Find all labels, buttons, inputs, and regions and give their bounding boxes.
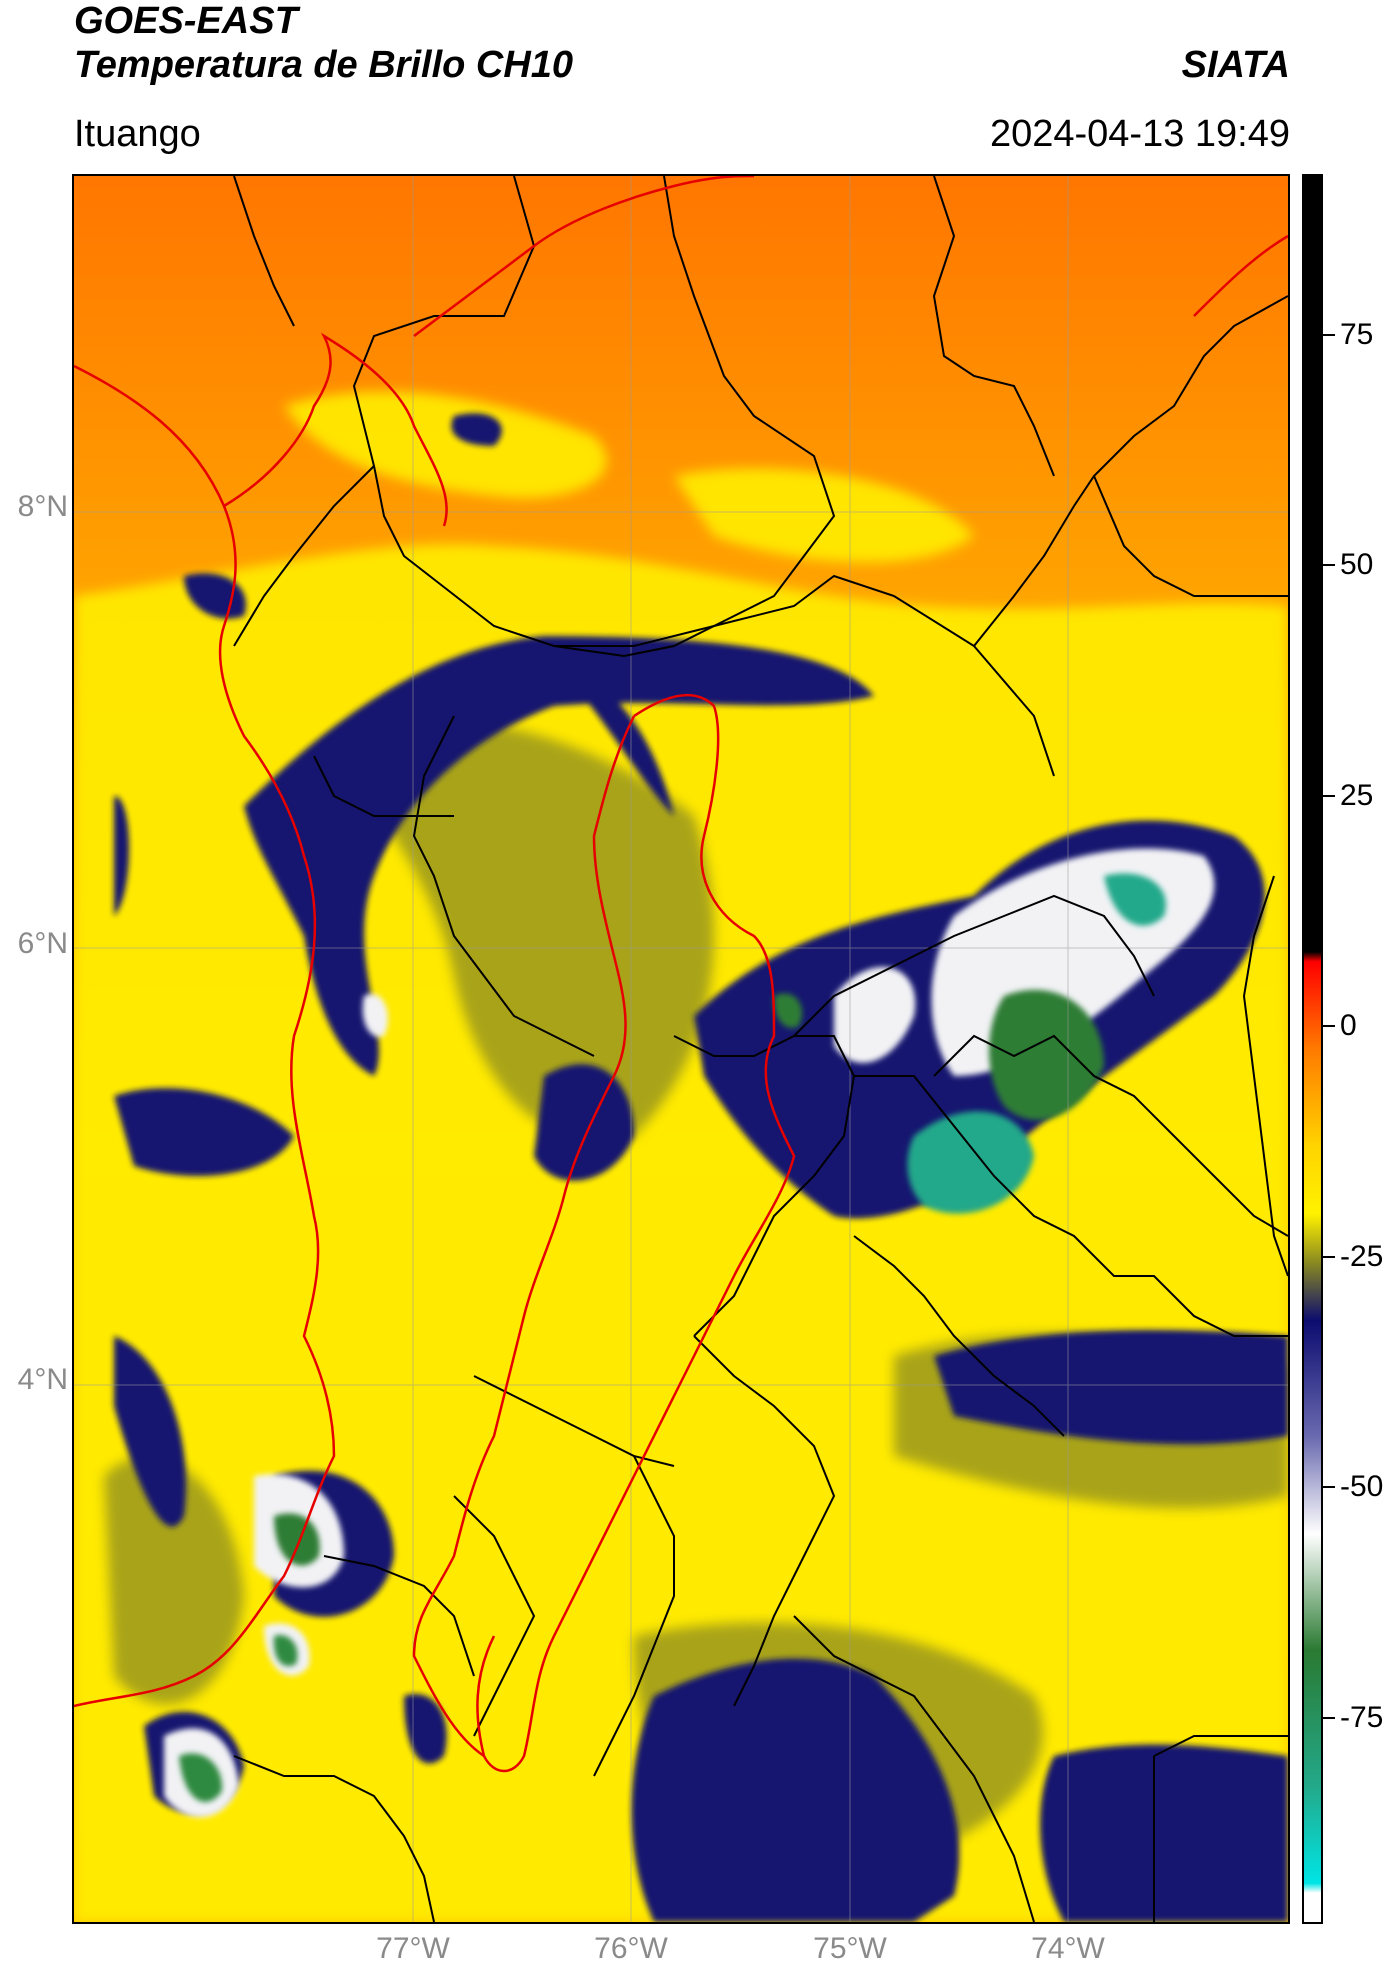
lon-label-77w: 77°W (376, 1932, 450, 1965)
lat-label-6n: 6°N (17, 927, 68, 960)
satellite-title: GOES-EAST (74, 0, 298, 42)
lon-label-76w: 76°W (594, 1932, 668, 1965)
region-label: Ituango (74, 113, 201, 155)
colorbar-tick (1323, 334, 1335, 336)
lon-label-75w: 75°W (813, 1932, 887, 1965)
colorbar-label: -25 (1340, 1240, 1384, 1273)
colorbar-label: 50 (1340, 548, 1374, 581)
colorbar-label: -50 (1340, 1470, 1384, 1503)
organization-label: SIATA (1181, 44, 1290, 86)
lon-label-74w: 74°W (1031, 1932, 1105, 1965)
cloud-green-core (179, 873, 1166, 1802)
colorbar-tick (1323, 1025, 1335, 1027)
product-title: Temperatura de Brillo CH10 (74, 44, 574, 86)
colorbar-label: 25 (1340, 779, 1374, 812)
lat-label-8n: 8°N (17, 490, 68, 523)
colorbar-tick (1323, 795, 1335, 797)
colorbar-label: 75 (1340, 318, 1374, 351)
colorbar-tick (1323, 1486, 1335, 1488)
colorbar-label: -75 (1340, 1701, 1384, 1734)
municipal-boundaries (233, 176, 1288, 1922)
department-boundaries (74, 176, 1288, 1773)
map-canvas (74, 176, 1288, 1922)
grid-lines (74, 176, 1288, 1922)
colorbar (1302, 174, 1323, 1924)
colorbar-label: 0 (1340, 1009, 1357, 1042)
satellite-map[interactable] (72, 174, 1290, 1924)
datetime-label: 2024-04-13 19:49 (989, 113, 1290, 155)
colorbar-tick (1323, 1256, 1335, 1258)
colorbar-tick (1323, 564, 1335, 566)
colorbar-tick (1323, 1717, 1335, 1719)
lat-label-4n: 4°N (17, 1363, 68, 1396)
